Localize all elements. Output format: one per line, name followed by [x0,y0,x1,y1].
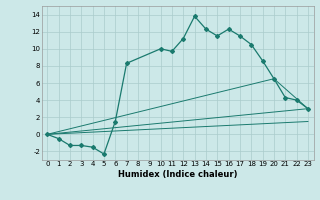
X-axis label: Humidex (Indice chaleur): Humidex (Indice chaleur) [118,170,237,179]
